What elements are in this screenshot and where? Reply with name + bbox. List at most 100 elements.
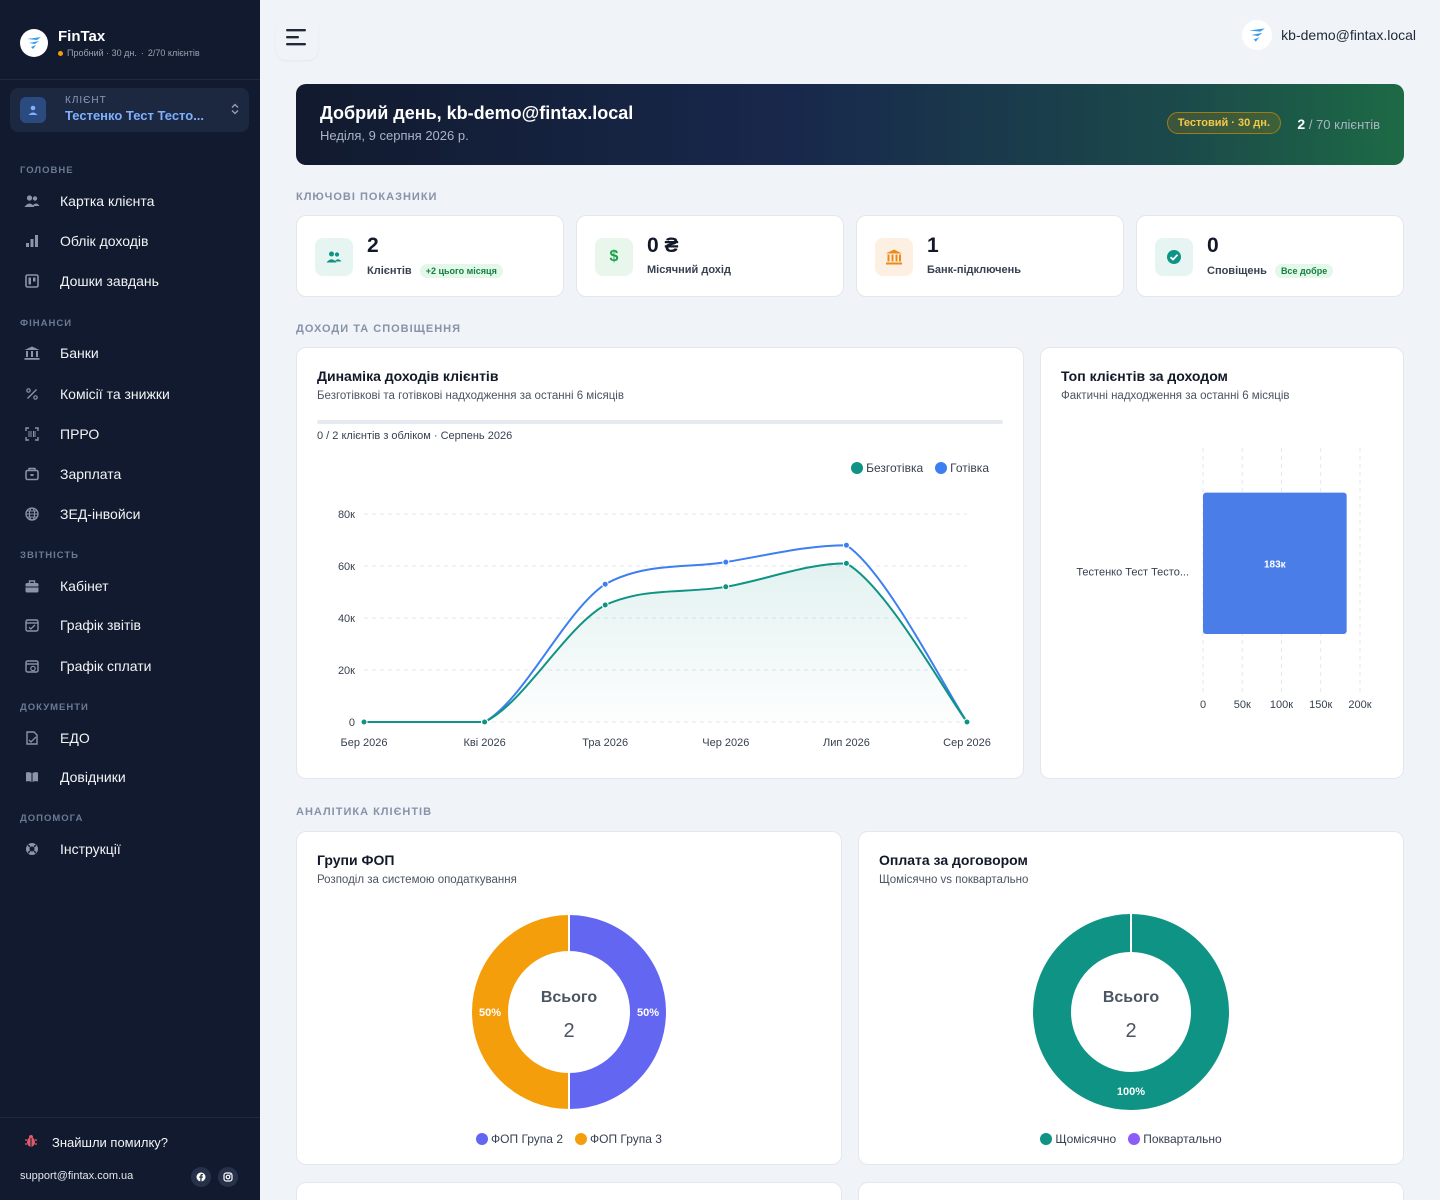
donut-center-value: 2 [563,1020,574,1042]
legend-item[interactable]: ФОП Група 3 [575,1132,662,1146]
x-tick-label: Тра 2026 [582,737,628,749]
client-selector[interactable]: КЛІЄНТ Тестенко Тест Тесто... [10,88,249,132]
fop-groups-donut-chart: 50% 50% Всього 2 [470,912,668,1112]
sidebar-item-income[interactable]: Облік доходів [14,226,246,256]
facebook-icon[interactable] [191,1167,211,1187]
donut-center-label: Всього [541,989,598,1006]
sidebar-item-prro[interactable]: ПРРО [14,419,246,449]
calendar-icon [24,617,40,633]
menu-toggle-button[interactable] [276,18,318,60]
sidebar-section-finance: ФІНАНСИ [20,318,73,329]
legend-item[interactable]: Готівка [935,461,989,475]
sidebar-item-report-schedule[interactable]: Графік звітів [14,610,246,640]
sidebar-item-task-boards[interactable]: Дошки завдань [14,266,246,296]
x-tick-label: 200к [1348,699,1371,711]
legend-label: Поквартально [1143,1132,1222,1146]
tracking-progress-bar [317,420,1003,424]
bank-icon [24,345,40,361]
sidebar-item-label: Банки [60,345,99,361]
slice-value-label: 50% [479,1007,501,1019]
y-tick-label: 40к [338,613,355,625]
sidebar-item-label: Комісії та знижки [60,386,170,402]
contract-payment-donut-chart: 100% Всього 2 [1033,914,1229,1110]
dollar-icon: $ [595,238,633,276]
sidebar-section-main: ГОЛОВНЕ [20,165,74,176]
user-email: kb-demo@fintax.local [1281,27,1416,43]
legend-label: Безготівка [866,461,924,475]
donut-center-value: 2 [1125,1020,1136,1042]
globe-icon [24,506,40,522]
slice-value-label: 100% [1117,1086,1145,1098]
brand[interactable]: FinTax Пробний · 30 дн. · 2/70 клієнтів [20,28,200,58]
legend-item[interactable]: Поквартально [1128,1132,1222,1146]
data-point [963,718,971,726]
kpi-value: 1 [927,234,939,257]
sidebar-item-cabinet[interactable]: Кабінет [14,571,246,601]
card-title: Оплата за договором [879,852,1028,868]
check-circle-icon [1155,238,1193,276]
report-bug-link[interactable]: Знайшли помилку? [24,1134,168,1151]
y-tick-label: 80к [338,509,355,521]
x-tick-label: 150к [1309,699,1332,711]
sidebar-item-label: Довідники [60,769,126,785]
fintax-logo-icon [20,29,48,57]
bar [1203,492,1347,634]
card-subtitle: Фактичні надходження за останні 6 місяці… [1061,390,1290,402]
sidebar-item-salary[interactable]: Зарплата [14,459,246,489]
calendar-money-icon [24,658,40,674]
sidebar-item-edo[interactable]: ЕДО [14,723,246,753]
kpi-value: 2 [367,234,379,257]
briefcase-icon [24,578,40,594]
sidebar-item-instructions[interactable]: Інструкції [14,834,246,864]
legend-label: ФОП Група 2 [491,1132,563,1146]
legend-dot-quarterly [1128,1133,1141,1145]
data-point [842,559,850,567]
sidebar-item-zed-invoices[interactable]: ЗЕД-інвойси [14,499,246,529]
donut-slice [1033,914,1229,1110]
kpi-card-notifications[interactable]: 0 Сповіщень Все добре [1136,215,1404,297]
data-point [601,601,609,609]
legend-dot-group2 [476,1133,489,1145]
sidebar-section-documents: ДОКУМЕНТИ [20,702,89,713]
legend-item[interactable]: Щомісячно [1040,1132,1116,1146]
kpi-card-clients[interactable]: 2 Клієнтів +2 цього місяця [296,215,564,297]
sidebar-item-banks[interactable]: Банки [14,338,246,368]
chevron-updown-icon [231,103,239,118]
fop-legend: ФОП Група 2 ФОП Група 3 [297,1132,841,1146]
legend-item[interactable]: ФОП Група 2 [476,1132,563,1146]
sidebar-item-label: Кабінет [60,578,109,594]
bug-icon [24,1134,38,1151]
kpi-card-monthly-income[interactable]: $ 0 ₴ Місячний дохід [576,215,844,297]
data-point [842,541,850,549]
legend-label: Щомісячно [1055,1132,1117,1146]
sidebar-item-payment-schedule[interactable]: Графік сплати [14,651,246,681]
trial-status-dot [58,50,63,56]
bar-chart-icon [24,233,40,249]
user-icon [20,97,46,123]
legend-label: Готівка [950,461,989,475]
donut-slice [568,912,668,1112]
clients-limit: 2/70 клієнтів [147,48,200,58]
sidebar-section-reporting: ЗВІТНІСТЬ [20,550,80,561]
kpi-label: Сповіщень [1207,265,1267,277]
sidebar-item-commissions[interactable]: Комісії та знижки [14,379,246,409]
sidebar-item-label: Картка клієнта [60,193,155,209]
sidebar-item-client-card[interactable]: Картка клієнта [14,186,246,216]
kpi-card-bank-connections[interactable]: 1 Банк-підключень [856,215,1124,297]
data-point [360,718,368,726]
sidebar-section-help: ДОПОМОГА [20,813,84,824]
legend-item[interactable]: Безготівка [851,461,923,475]
legend-label: ФОП Група 3 [590,1132,662,1146]
users-icon [24,193,40,209]
sidebar-item-label: ПРРО [60,426,100,442]
hamburger-icon [286,28,308,51]
y-tick-label: 60к [338,561,355,573]
support-email[interactable]: support@fintax.com.ua [20,1170,134,1182]
user-menu[interactable]: kb-demo@fintax.local [1242,20,1416,50]
users-icon [315,238,353,276]
barcode-icon [24,426,40,442]
sidebar-item-references[interactable]: Довідники [14,762,246,792]
sidebar-item-label: ЗЕД-інвойси [60,506,141,522]
instagram-icon[interactable] [218,1167,238,1187]
x-tick-label: Сер 2026 [943,737,991,749]
